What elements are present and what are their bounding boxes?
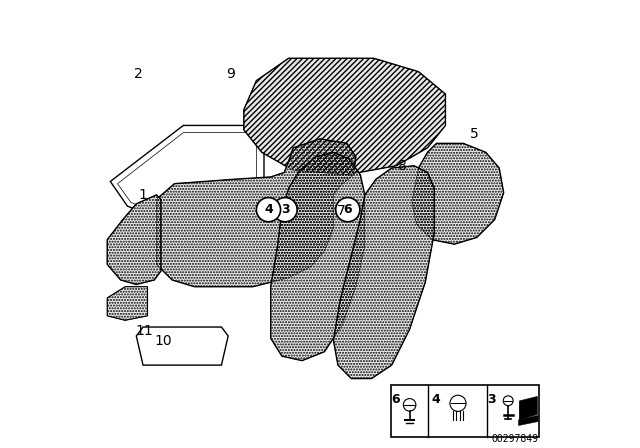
Polygon shape [108,287,148,320]
Text: 2: 2 [134,67,143,81]
Text: 6: 6 [391,393,399,406]
Text: OO297849: OO297849 [492,435,539,444]
Text: 7: 7 [337,203,346,218]
Polygon shape [333,166,435,379]
Circle shape [503,396,513,406]
Polygon shape [157,139,356,287]
Circle shape [450,395,466,411]
Bar [391,385,539,437]
Text: 9: 9 [226,67,235,81]
Polygon shape [244,58,445,175]
Text: 11: 11 [136,323,153,338]
Polygon shape [108,195,161,284]
Text: 3: 3 [281,203,289,216]
Text: 4: 4 [264,203,273,216]
Polygon shape [520,396,538,420]
Text: 4: 4 [431,393,440,406]
Polygon shape [412,143,504,244]
Circle shape [273,198,297,222]
Polygon shape [518,415,538,426]
Text: 10: 10 [154,334,172,349]
Text: 6: 6 [344,203,352,216]
Circle shape [403,399,416,411]
Text: 1: 1 [139,188,147,202]
Text: 5: 5 [470,127,479,142]
Circle shape [257,198,280,222]
Text: 8: 8 [399,159,407,173]
Text: 3: 3 [487,393,495,406]
Polygon shape [271,152,365,361]
Circle shape [336,198,360,222]
